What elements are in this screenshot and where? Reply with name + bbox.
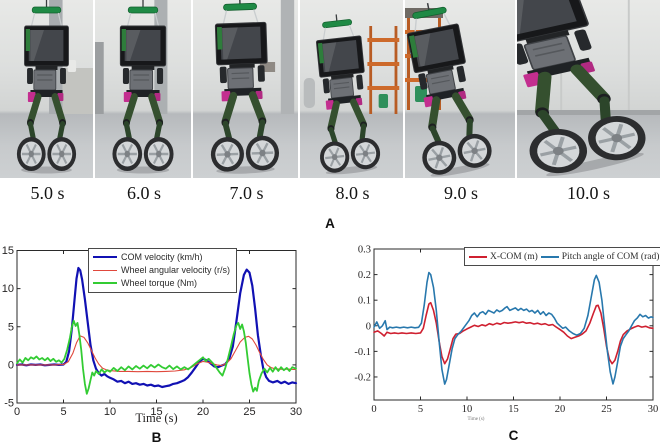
robot-photo-frame-3 (193, 0, 300, 178)
legend-label: X-COM (m) (490, 251, 538, 262)
chart-b-legend: COM velocity (km/h) Wheel angular veloci… (88, 248, 238, 293)
svg-text:10: 10 (462, 404, 473, 415)
svg-text:Time (s): Time (s) (468, 417, 485, 422)
legend-item: COM velocity (km/h) (93, 251, 230, 263)
robot-photo-frame-2 (95, 0, 193, 178)
svg-text:-5: -5 (4, 398, 14, 410)
svg-text:0.2: 0.2 (358, 270, 371, 281)
robot-photo (405, 0, 515, 178)
svg-text:10: 10 (104, 406, 116, 418)
legend-label: Pitch angle of COM (rad) (561, 251, 660, 262)
svg-text:0: 0 (366, 321, 371, 332)
robot-photo-frame-4 (300, 0, 405, 178)
legend-line-swatch (93, 256, 117, 258)
svg-text:5: 5 (60, 406, 66, 418)
svg-text:20: 20 (555, 404, 566, 415)
svg-text:Time (s): Time (s) (135, 411, 177, 425)
robot-photo-frame-6 (517, 0, 660, 178)
svg-text:0.3: 0.3 (358, 245, 371, 256)
svg-text:15: 15 (508, 404, 519, 415)
robot-photo (300, 0, 400, 178)
frame-time-label: 10.0 s (566, 182, 610, 203)
robot-photo-frame-5 (405, 0, 517, 178)
robot-photo-frame-1 (0, 0, 95, 178)
svg-text:25: 25 (243, 406, 255, 418)
svg-text:5: 5 (8, 321, 14, 333)
frame-time-label: 5.0 s (30, 182, 65, 203)
legend-label: Wheel angular velocity (r/s) (121, 265, 231, 275)
robot-photo (0, 0, 93, 178)
robot-photo (193, 0, 295, 178)
legend-label: Wheel torque (Nm) (121, 278, 198, 288)
panel-label-a: A (325, 216, 335, 231)
svg-text:5: 5 (418, 404, 423, 415)
chart-c-legend: X-COM (m) Pitch angle of COM (rad) (464, 247, 660, 266)
legend-item: Wheel angular velocity (r/s) (93, 264, 230, 276)
svg-text:15: 15 (150, 406, 162, 418)
legend-line-swatch (93, 282, 117, 284)
frame-time-label: 9.0 s (443, 182, 478, 203)
chart-c-plot: 0 5 10 15 20 25 30 -0.2 -0.1 0 0.1 0.2 0.3 Time (s) (354, 245, 659, 423)
legend-item: Wheel torque (Nm) (93, 277, 230, 289)
svg-text:0: 0 (14, 406, 20, 418)
frame-time-label: 6.0 s (126, 182, 161, 203)
svg-text:0: 0 (371, 404, 376, 415)
frame-time-label: 8.0 s (335, 182, 370, 203)
svg-text:-0.1: -0.1 (354, 347, 371, 358)
legend-label: COM velocity (km/h) (121, 252, 203, 262)
legend-line-swatch (469, 255, 487, 258)
panel-a-photo-strip (0, 0, 660, 178)
svg-text:0.1: 0.1 (358, 296, 371, 307)
panel-label-b: B (151, 430, 162, 444)
svg-text:15: 15 (2, 245, 14, 257)
svg-text:-0.2: -0.2 (354, 372, 371, 383)
svg-text:30: 30 (648, 404, 659, 415)
frame-time-label: 7.0 s (229, 182, 264, 203)
svg-text:0: 0 (8, 359, 14, 371)
robot-photo (517, 0, 660, 178)
frame-time-labels: 5.0 s 6.0 s 7.0 s 8.0 s 9.0 s 10.0 s (0, 178, 660, 208)
legend-line-swatch (540, 255, 559, 258)
svg-text:25: 25 (601, 404, 612, 415)
svg-text:20: 20 (197, 406, 209, 418)
legend-line-swatch (93, 269, 117, 271)
panel-label-c: C (508, 428, 519, 443)
svg-text:10: 10 (2, 283, 14, 295)
robot-photo (95, 0, 191, 178)
svg-text:30: 30 (290, 406, 302, 418)
